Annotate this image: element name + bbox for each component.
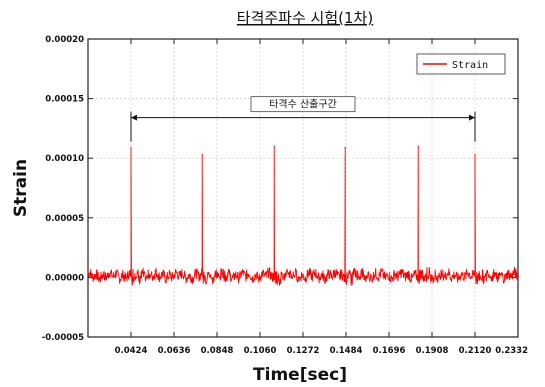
peak-point: [201, 154, 203, 156]
y-tick-label: 0.00010: [45, 154, 84, 164]
y-axis-label: Strain: [11, 159, 31, 217]
y-tick-label: 0.00000: [45, 273, 84, 283]
x-tick-label: 0.2332: [495, 346, 528, 356]
x-axis-label: Time[sec]: [253, 365, 347, 385]
legend: Strain: [416, 53, 506, 75]
peak-point: [273, 145, 275, 147]
x-tick-label: 0.1060: [244, 346, 277, 356]
peak-point: [130, 146, 132, 149]
x-tick-label: 0.1696: [373, 346, 406, 356]
peak-point: [417, 145, 419, 147]
x-tick-label: 0.0424: [115, 346, 148, 356]
annotation-arrow-left: [131, 114, 137, 121]
annotation-label: 타격수 산출구간: [269, 98, 337, 111]
series-line-strain: [87, 145, 519, 286]
x-tick-label: 0.1272: [287, 346, 320, 356]
annotation-arrow-right: [469, 114, 475, 121]
x-axis-ticks: 0.0424 0.0636 0.0848 0.1060 0.1272 0.1484 0.16…: [115, 39, 528, 356]
x-tick-label: 0.1908: [416, 346, 449, 356]
x-tick-label: 0.2120: [459, 346, 492, 356]
annotation-label-box: [250, 96, 356, 113]
chart-title: 타격주파수 시험(1차): [237, 9, 373, 27]
y-tick-label: 0.00020: [45, 35, 84, 45]
y-tick-label: -0.00005: [42, 333, 84, 343]
x-tick-label: 0.0636: [158, 346, 191, 356]
peak-point: [474, 154, 476, 156]
x-tick-label: 0.1484: [330, 346, 363, 356]
peak-point: [344, 146, 346, 149]
x-tick-label: 0.0848: [201, 346, 234, 356]
legend-box: [416, 53, 506, 75]
y-tick-label: 0.00005: [45, 214, 84, 224]
y-tick-label: 0.00015: [45, 95, 84, 105]
legend-label-strain: Strain: [452, 60, 488, 71]
annotation-layer: 타격수 산출구간: [130, 96, 476, 142]
series-layer: [87, 145, 519, 286]
